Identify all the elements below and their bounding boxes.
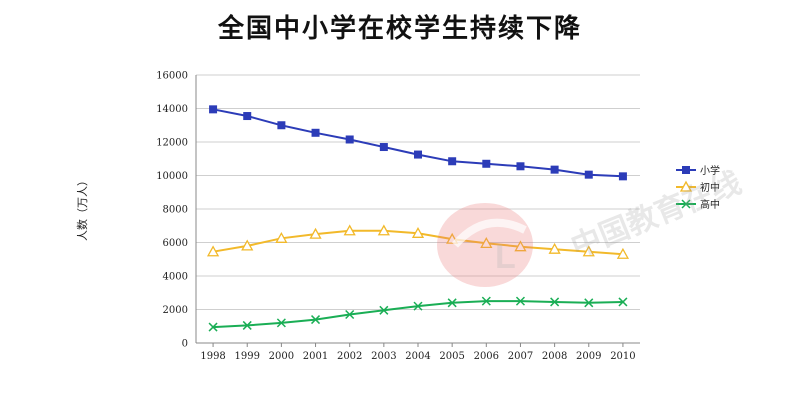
y-tick-label: 8000 (163, 205, 188, 216)
legend-marker (682, 166, 690, 174)
x-tick-label: 1999 (235, 351, 260, 362)
series-1-point (618, 172, 627, 181)
marker-stroke (618, 297, 628, 307)
y-tick-label: 4000 (163, 272, 188, 283)
legend-item-2: 初中 (676, 180, 720, 194)
series-1-point (516, 162, 525, 171)
series-3-point (345, 309, 355, 320)
series-1-point (448, 157, 457, 166)
marker-stroke (481, 296, 491, 306)
x-tick-label: 2000 (269, 351, 294, 362)
series-2-point (206, 245, 220, 257)
series-3-point (276, 318, 286, 328)
series-2-point (275, 231, 288, 243)
legend-marker (679, 180, 693, 192)
marker-stroke (208, 322, 218, 332)
series-3-point (550, 297, 560, 307)
legend-item-1: 小学 (676, 164, 720, 177)
x-tick-label: 1998 (200, 351, 225, 362)
series-lines (206, 105, 630, 332)
marker-stroke (276, 318, 286, 328)
series-1-point (345, 135, 354, 144)
marker-stroke (515, 296, 525, 306)
chart-title: 全国中小学在校学生持续下降 (217, 14, 582, 44)
series-2-point (582, 245, 595, 257)
series-1-point (550, 165, 559, 174)
legend-item-3: 高中 (676, 198, 720, 211)
series-3-point (311, 315, 321, 325)
marker-stroke (311, 315, 321, 325)
series-2-point (616, 247, 630, 259)
series-2-point (411, 226, 425, 238)
series-3-point (584, 298, 594, 308)
x-tick-label: 2010 (610, 351, 635, 362)
x-tick-label: 2009 (576, 351, 601, 362)
series-3-point (242, 320, 252, 330)
y-tick-label: 16000 (156, 71, 188, 82)
x-tick-label: 2006 (474, 351, 499, 362)
series-1-point (209, 105, 218, 114)
series-1-point (379, 143, 388, 152)
marker-stroke (681, 199, 691, 209)
x-tick-label: 2008 (542, 351, 567, 362)
series-2-point (309, 227, 322, 239)
series-3-line (213, 300, 623, 329)
series-3-point (447, 298, 457, 308)
series-3-point (618, 297, 628, 307)
series-1-point (243, 112, 252, 121)
series-3-point (413, 301, 423, 311)
series-3-point (379, 305, 389, 315)
marker-stroke (584, 298, 594, 308)
series-3-point (515, 296, 525, 306)
y-tick-label: 14000 (156, 104, 188, 115)
marker-stroke (550, 297, 560, 307)
series-1-point (482, 159, 491, 168)
series-3-point (481, 296, 491, 306)
series-2-point (241, 239, 254, 251)
axes: 0 2000 4000 6000 8000 10000 12000 14000 16000 199… (156, 71, 640, 362)
marker-stroke (447, 298, 457, 308)
legend-label: 小学 (700, 164, 720, 177)
legend-marker (681, 199, 691, 209)
series-3-point (208, 322, 218, 332)
marker-stroke (413, 301, 423, 311)
y-tick-label: 2000 (163, 305, 188, 316)
y-tick-label: 10000 (156, 171, 188, 182)
x-tick-label: 2007 (508, 351, 533, 362)
marker-stroke (379, 305, 389, 315)
series-1-point (584, 170, 593, 179)
series-1-point (277, 121, 286, 130)
y-tick-label: 12000 (156, 138, 188, 149)
series-1-point (311, 128, 320, 137)
series-2-point (343, 224, 356, 236)
y-tick-label: 0 (182, 339, 188, 350)
x-tick-label: 2003 (371, 351, 396, 362)
series-2-point (377, 224, 390, 236)
legend-label: 初中 (700, 181, 720, 194)
marker-stroke (242, 320, 252, 330)
legend-label: 高中 (700, 198, 720, 211)
y-tick-label: 6000 (163, 238, 188, 249)
series-1-line (212, 108, 623, 178)
series-1-point (414, 150, 422, 159)
x-tick-label: 2004 (405, 351, 430, 362)
series-2-point (548, 242, 561, 254)
x-tick-label: 2002 (337, 351, 362, 362)
x-tick-label: 2005 (439, 351, 464, 362)
x-tick-label: 2001 (303, 351, 328, 362)
marker-stroke (345, 309, 355, 320)
